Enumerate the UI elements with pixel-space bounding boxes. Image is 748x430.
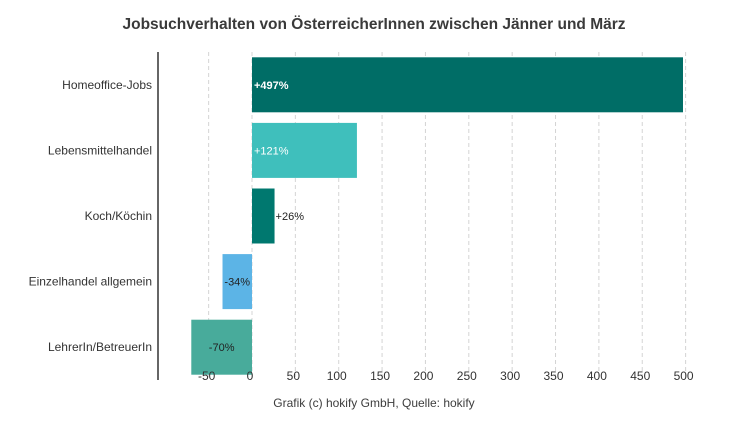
bar-1: [252, 122, 357, 178]
data-label-4: -70%: [209, 342, 235, 354]
x-tick-label-11: 500: [674, 369, 694, 383]
data-label-0: +497%: [254, 80, 289, 92]
category-label-1: Lebensmittelhandel: [48, 143, 152, 157]
data-label-1: +121%: [254, 145, 289, 157]
category-label-0: Homeoffice-Jobs: [62, 78, 152, 92]
x-tick-label-4: 150: [370, 369, 390, 383]
x-tick-label-9: 400: [587, 369, 607, 383]
data-label-3: -34%: [224, 277, 250, 289]
category-label-3: Einzelhandel allgemein: [29, 275, 152, 289]
bar-0: [252, 57, 683, 113]
chart-title: Jobsuchverhalten von ÖsterreicherInnen z…: [122, 16, 626, 33]
x-tick-label-6: 250: [457, 369, 477, 383]
bar-4: [191, 319, 252, 375]
x-tick-label-8: 350: [544, 369, 564, 383]
x-tick-label-2: 50: [287, 369, 301, 383]
x-tick-label-1: 0: [247, 369, 254, 383]
x-tick-label-3: 100: [327, 369, 347, 383]
category-label-2: Koch/Köchin: [85, 209, 152, 223]
data-label-2: +26%: [276, 211, 305, 223]
category-label-4: LehrerIn/BetreuerIn: [48, 340, 152, 354]
x-tick-label-5: 200: [413, 369, 433, 383]
source-caption: Grafik (c) hokify GmbH, Quelle: hokify: [273, 396, 475, 410]
x-tick-label-0: -50: [198, 369, 216, 383]
x-tick-label-7: 300: [500, 369, 520, 383]
bar-2: [252, 188, 275, 244]
bar-3: [222, 254, 252, 310]
x-tick-label-10: 450: [630, 369, 650, 383]
